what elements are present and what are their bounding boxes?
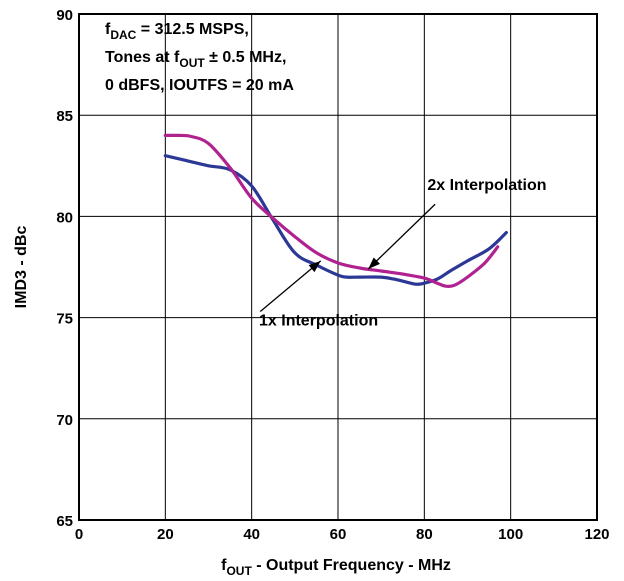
annotation-arrow-2 [259,260,322,313]
annotation-label-2: 1x Interpolation [259,313,378,330]
tick-labels: 0 20 40 60 80 100 120 65 70 75 80 85 90 [56,7,609,543]
x-axis-label: fOUT - Output Frequency - MHz [221,557,451,578]
annotations: 2x Interpolation 1x Interpolation [259,177,546,330]
condition-line: fDAC = 312.5 MSPS, [105,21,249,42]
annotation-arrow-1 [367,203,436,270]
series-line-2 [163,133,500,289]
y-tick-label: 90 [56,7,73,24]
condition-line: Tones at fOUT ± 0.5 MHz, [105,49,286,70]
annotation-label-1: 2x Interpolation [427,177,546,194]
conditions-text: fDAC = 312.5 MSPS, Tones at fOUT ± 0.5 MH… [105,21,294,94]
x-tick-label: 80 [416,526,433,543]
x-tick-label: 60 [330,526,347,543]
y-tick-label: 75 [56,311,73,328]
x-tick-label: 0 [75,526,83,543]
x-tick-label: 120 [584,526,609,543]
y-tick-label: 70 [56,412,73,429]
x-tick-label: 40 [243,526,260,543]
x-tick-label: 100 [498,526,523,543]
y-axis-label: IMD3 - dBc [13,226,30,309]
condition-line: 0 dBFS, IOUTFS = 20 mA [105,77,294,94]
series-line-1 [163,154,508,286]
series-lines [163,133,508,289]
y-tick-label: 85 [56,108,73,125]
grid [79,14,597,520]
x-tick-label: 20 [157,526,174,543]
y-tick-label: 65 [56,513,73,530]
y-tick-label: 80 [56,209,73,226]
plot-frame [78,13,598,521]
